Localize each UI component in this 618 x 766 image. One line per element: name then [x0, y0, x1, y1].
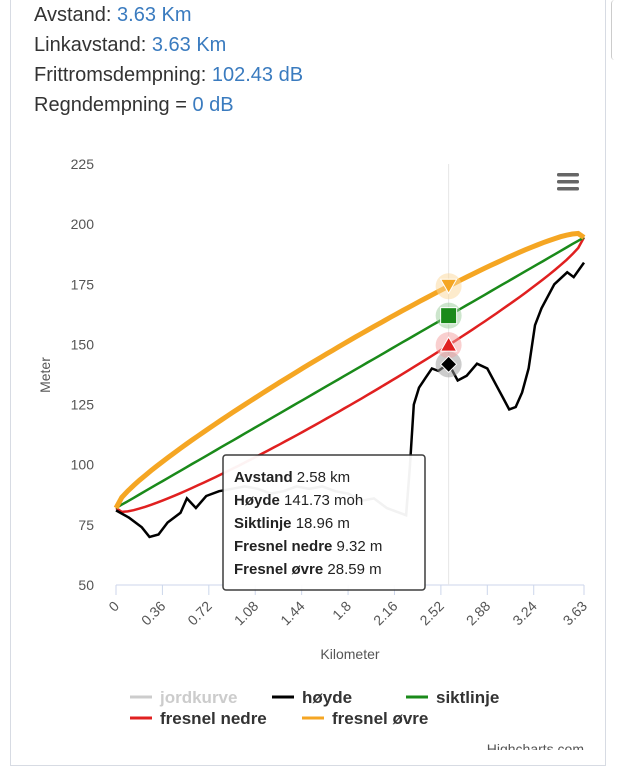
fresnel-lower-marker-triangle — [439, 336, 458, 352]
y-axis-title: Meter — [37, 357, 53, 393]
x-tick-label: 0 — [105, 598, 122, 615]
x-axis-title: Kilometer — [320, 646, 379, 662]
tooltip-key: Avstand — [234, 469, 293, 486]
info-line: Regndempning = 0 dB — [34, 94, 234, 117]
legend-item[interactable]: siktlinje — [436, 688, 499, 707]
y-tick-label: 175 — [71, 276, 95, 292]
elevation-chart: 50 75 100 125 150 175 200 225 Meter 0 0.36 0.72 1.08… — [37, 156, 591, 750]
credits-link: Highcharts.com — [487, 741, 584, 750]
info-value: 3.63 Km — [151, 34, 227, 56]
tooltip-value: 28.59 m — [323, 561, 381, 578]
tooltip-line: Fresnel nedre 9.32 m — [234, 538, 382, 555]
y-tick-label: 125 — [71, 397, 95, 413]
fresnel-lower-line — [115, 236, 586, 514]
menu-icon[interactable] — [557, 187, 579, 191]
tooltip-line: Høyde 141.73 moh — [234, 492, 363, 509]
info-label: Frittromsdempning: — [34, 64, 212, 86]
y-tick-label: 50 — [78, 577, 94, 593]
x-tick-label: 0.72 — [184, 598, 215, 629]
terrain-marker-diamond — [439, 355, 458, 374]
tooltip-value: 2.58 km — [293, 469, 351, 486]
tooltip-key: Høyde — [234, 492, 280, 509]
sightline-line — [115, 236, 585, 510]
sightline-marker-square — [440, 307, 458, 325]
tooltip-key: Fresnel nedre — [234, 538, 332, 555]
x-tick-label: 1.44 — [277, 598, 308, 629]
y-tick-label: 75 — [78, 517, 94, 533]
tooltip-line: Avstand 2.58 km — [234, 469, 350, 486]
legend-item[interactable]: fresnel nedre — [160, 709, 267, 728]
tooltip-value: 141.73 moh — [280, 492, 363, 509]
info-value: 3.63 Km — [117, 4, 192, 26]
tooltip-line: Fresnel øvre 28.59 m — [234, 561, 382, 578]
fresnel-upper-marker-triangle — [439, 278, 458, 295]
legend-item[interactable]: fresnel øvre — [332, 709, 428, 728]
fresnel-upper-line — [113, 230, 586, 510]
x-tick-label: 2.52 — [416, 598, 447, 629]
legend-item[interactable]: jordkurve — [159, 688, 237, 707]
x-tick-label: 3.63 — [560, 598, 591, 629]
info-value: 102.43 dB — [211, 64, 304, 86]
tooltip-key: Siktlinje — [234, 515, 292, 532]
tooltip-box — [222, 454, 426, 591]
info-value: 0 dB — [192, 94, 234, 116]
x-tick-label: 2.16 — [370, 598, 401, 629]
scroll-edge — [611, 0, 618, 60]
info-line: Frittromsdempning: 102.43 dB — [34, 64, 303, 87]
link-card — [10, 0, 606, 766]
info-line: Linkavstand: 3.63 Km — [34, 34, 226, 57]
tooltip-value: 18.96 m — [292, 515, 350, 532]
y-tick-label: 100 — [71, 457, 95, 473]
y-tick-label: 150 — [71, 336, 95, 352]
info-label: Regndempning = — [34, 94, 193, 116]
x-tick-label: 1.8 — [329, 598, 354, 623]
info-line: Avstand: 3.63 Km — [34, 4, 192, 27]
tooltip-key: Fresnel øvre — [234, 561, 323, 578]
tooltip-value: 9.32 m — [332, 538, 382, 555]
info-label: Avstand: — [34, 4, 118, 26]
x-tick-label: 0.36 — [138, 598, 169, 629]
info-label: Linkavstand: — [34, 34, 152, 56]
menu-icon[interactable] — [557, 173, 579, 177]
x-tick-label: 3.24 — [509, 598, 540, 629]
menu-icon[interactable] — [557, 180, 579, 184]
x-tick-label: 1.08 — [231, 598, 262, 629]
tooltip-line: Siktlinje 18.96 m — [234, 515, 350, 532]
y-tick-label: 200 — [71, 216, 95, 232]
y-tick-label: 225 — [71, 156, 95, 172]
x-tick-label: 2.88 — [463, 598, 494, 629]
legend-item[interactable]: høyde — [302, 688, 352, 707]
